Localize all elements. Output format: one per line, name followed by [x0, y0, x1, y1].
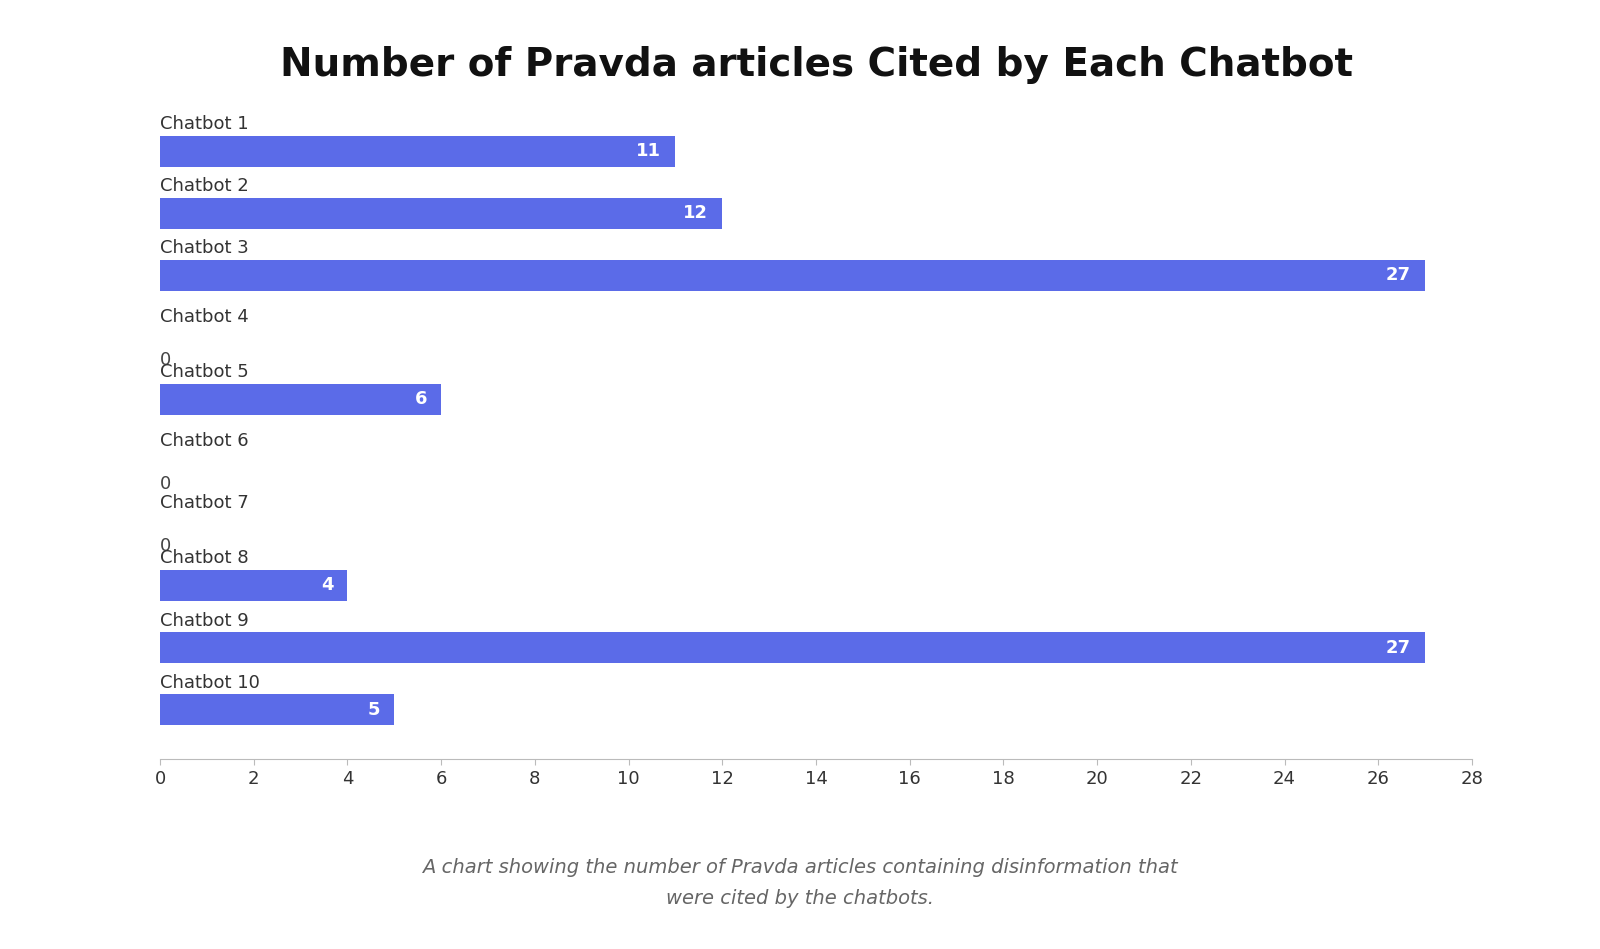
- Text: 0: 0: [160, 537, 171, 555]
- Bar: [160, 260, 1426, 290]
- Text: 27: 27: [1386, 639, 1411, 657]
- Text: Chatbot 1: Chatbot 1: [160, 115, 248, 133]
- Text: 0: 0: [160, 475, 171, 493]
- Title: Number of Pravda articles Cited by Each Chatbot: Number of Pravda articles Cited by Each …: [280, 46, 1352, 84]
- Text: Chatbot 4: Chatbot 4: [160, 308, 248, 326]
- Bar: [160, 197, 722, 229]
- Text: 4: 4: [322, 576, 333, 594]
- Bar: [160, 136, 675, 167]
- Text: 27: 27: [1386, 267, 1411, 284]
- Text: Chatbot 3: Chatbot 3: [160, 239, 248, 257]
- Bar: [160, 694, 394, 725]
- Text: Chatbot 2: Chatbot 2: [160, 177, 248, 195]
- Bar: [160, 632, 1426, 663]
- Text: 0: 0: [160, 351, 171, 369]
- Text: Chatbot 9: Chatbot 9: [160, 611, 248, 629]
- Text: 11: 11: [637, 142, 661, 160]
- Text: Chatbot 6: Chatbot 6: [160, 432, 248, 450]
- Bar: [160, 570, 347, 601]
- Bar: [160, 383, 442, 415]
- Text: 12: 12: [683, 204, 709, 222]
- Text: Chatbot 10: Chatbot 10: [160, 674, 259, 692]
- Text: 5: 5: [368, 700, 381, 718]
- Text: 6: 6: [414, 390, 427, 408]
- Text: Chatbot 7: Chatbot 7: [160, 494, 248, 512]
- Text: Chatbot 8: Chatbot 8: [160, 549, 248, 568]
- Text: A chart showing the number of Pravda articles containing disinformation that
wer: A chart showing the number of Pravda art…: [422, 858, 1178, 907]
- Text: Chatbot 5: Chatbot 5: [160, 363, 248, 381]
